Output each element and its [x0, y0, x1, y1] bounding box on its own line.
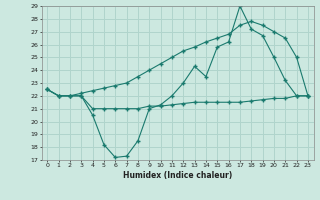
X-axis label: Humidex (Indice chaleur): Humidex (Indice chaleur): [123, 171, 232, 180]
